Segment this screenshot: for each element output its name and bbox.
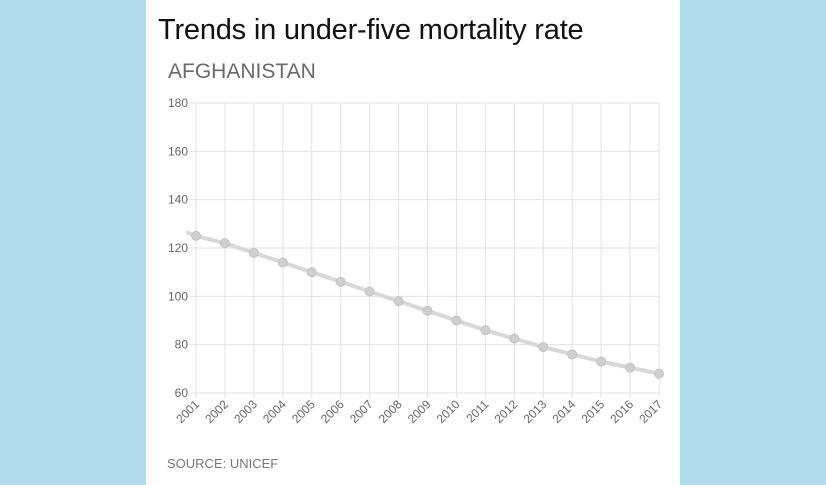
data-point — [451, 315, 462, 326]
x-tick-label: 2004 — [260, 397, 289, 426]
y-tick-label: 60 — [175, 386, 189, 400]
data-point — [393, 296, 404, 307]
x-tick-label: 2009 — [405, 397, 434, 426]
x-tick-label: 2002 — [202, 397, 231, 426]
y-tick-label: 140 — [168, 193, 188, 207]
y-tick-label: 100 — [168, 289, 188, 303]
x-tick-label: 2016 — [607, 397, 636, 426]
x-tick-label: 2010 — [434, 397, 463, 426]
data-point — [654, 368, 664, 379]
chart-subtitle: AFGHANISTAN — [168, 60, 316, 83]
data-point — [422, 305, 433, 316]
x-tick-label: 2003 — [231, 397, 260, 426]
x-tick-label: 2017 — [636, 397, 665, 426]
x-tick-label: 2005 — [289, 397, 318, 426]
y-tick-label: 80 — [175, 338, 189, 352]
y-tick-label: 180 — [168, 96, 188, 110]
data-point — [567, 349, 578, 360]
x-tick-label: 2012 — [492, 397, 521, 426]
data-point — [364, 286, 375, 297]
source-note: SOURCE: UNICEF — [167, 456, 279, 471]
data-point — [306, 267, 317, 278]
x-tick-label: 2007 — [347, 397, 376, 426]
y-tick-label: 160 — [168, 144, 188, 158]
y-tick-label: 120 — [168, 241, 188, 255]
data-point — [277, 257, 288, 268]
x-tick-label: 2006 — [318, 397, 347, 426]
data-point — [480, 325, 491, 336]
chart-title: Trends in under-five mortality rate — [158, 14, 584, 46]
data-point — [248, 247, 259, 258]
x-tick-label: 2001 — [173, 397, 202, 426]
chart-card: Trends in under-five mortality rate AFGH… — [146, 0, 680, 485]
data-point — [219, 238, 230, 249]
data-point — [596, 356, 607, 367]
x-tick-label: 2011 — [463, 397, 491, 425]
data-point — [509, 333, 520, 344]
x-tick-label: 2015 — [578, 397, 607, 426]
data-point — [538, 342, 549, 353]
data-point — [335, 276, 346, 287]
data-point — [191, 230, 201, 241]
x-tick-label: 2014 — [550, 397, 579, 426]
data-point — [625, 362, 636, 373]
x-tick-label: 2013 — [521, 397, 550, 426]
x-tick-label: 2008 — [376, 397, 405, 426]
